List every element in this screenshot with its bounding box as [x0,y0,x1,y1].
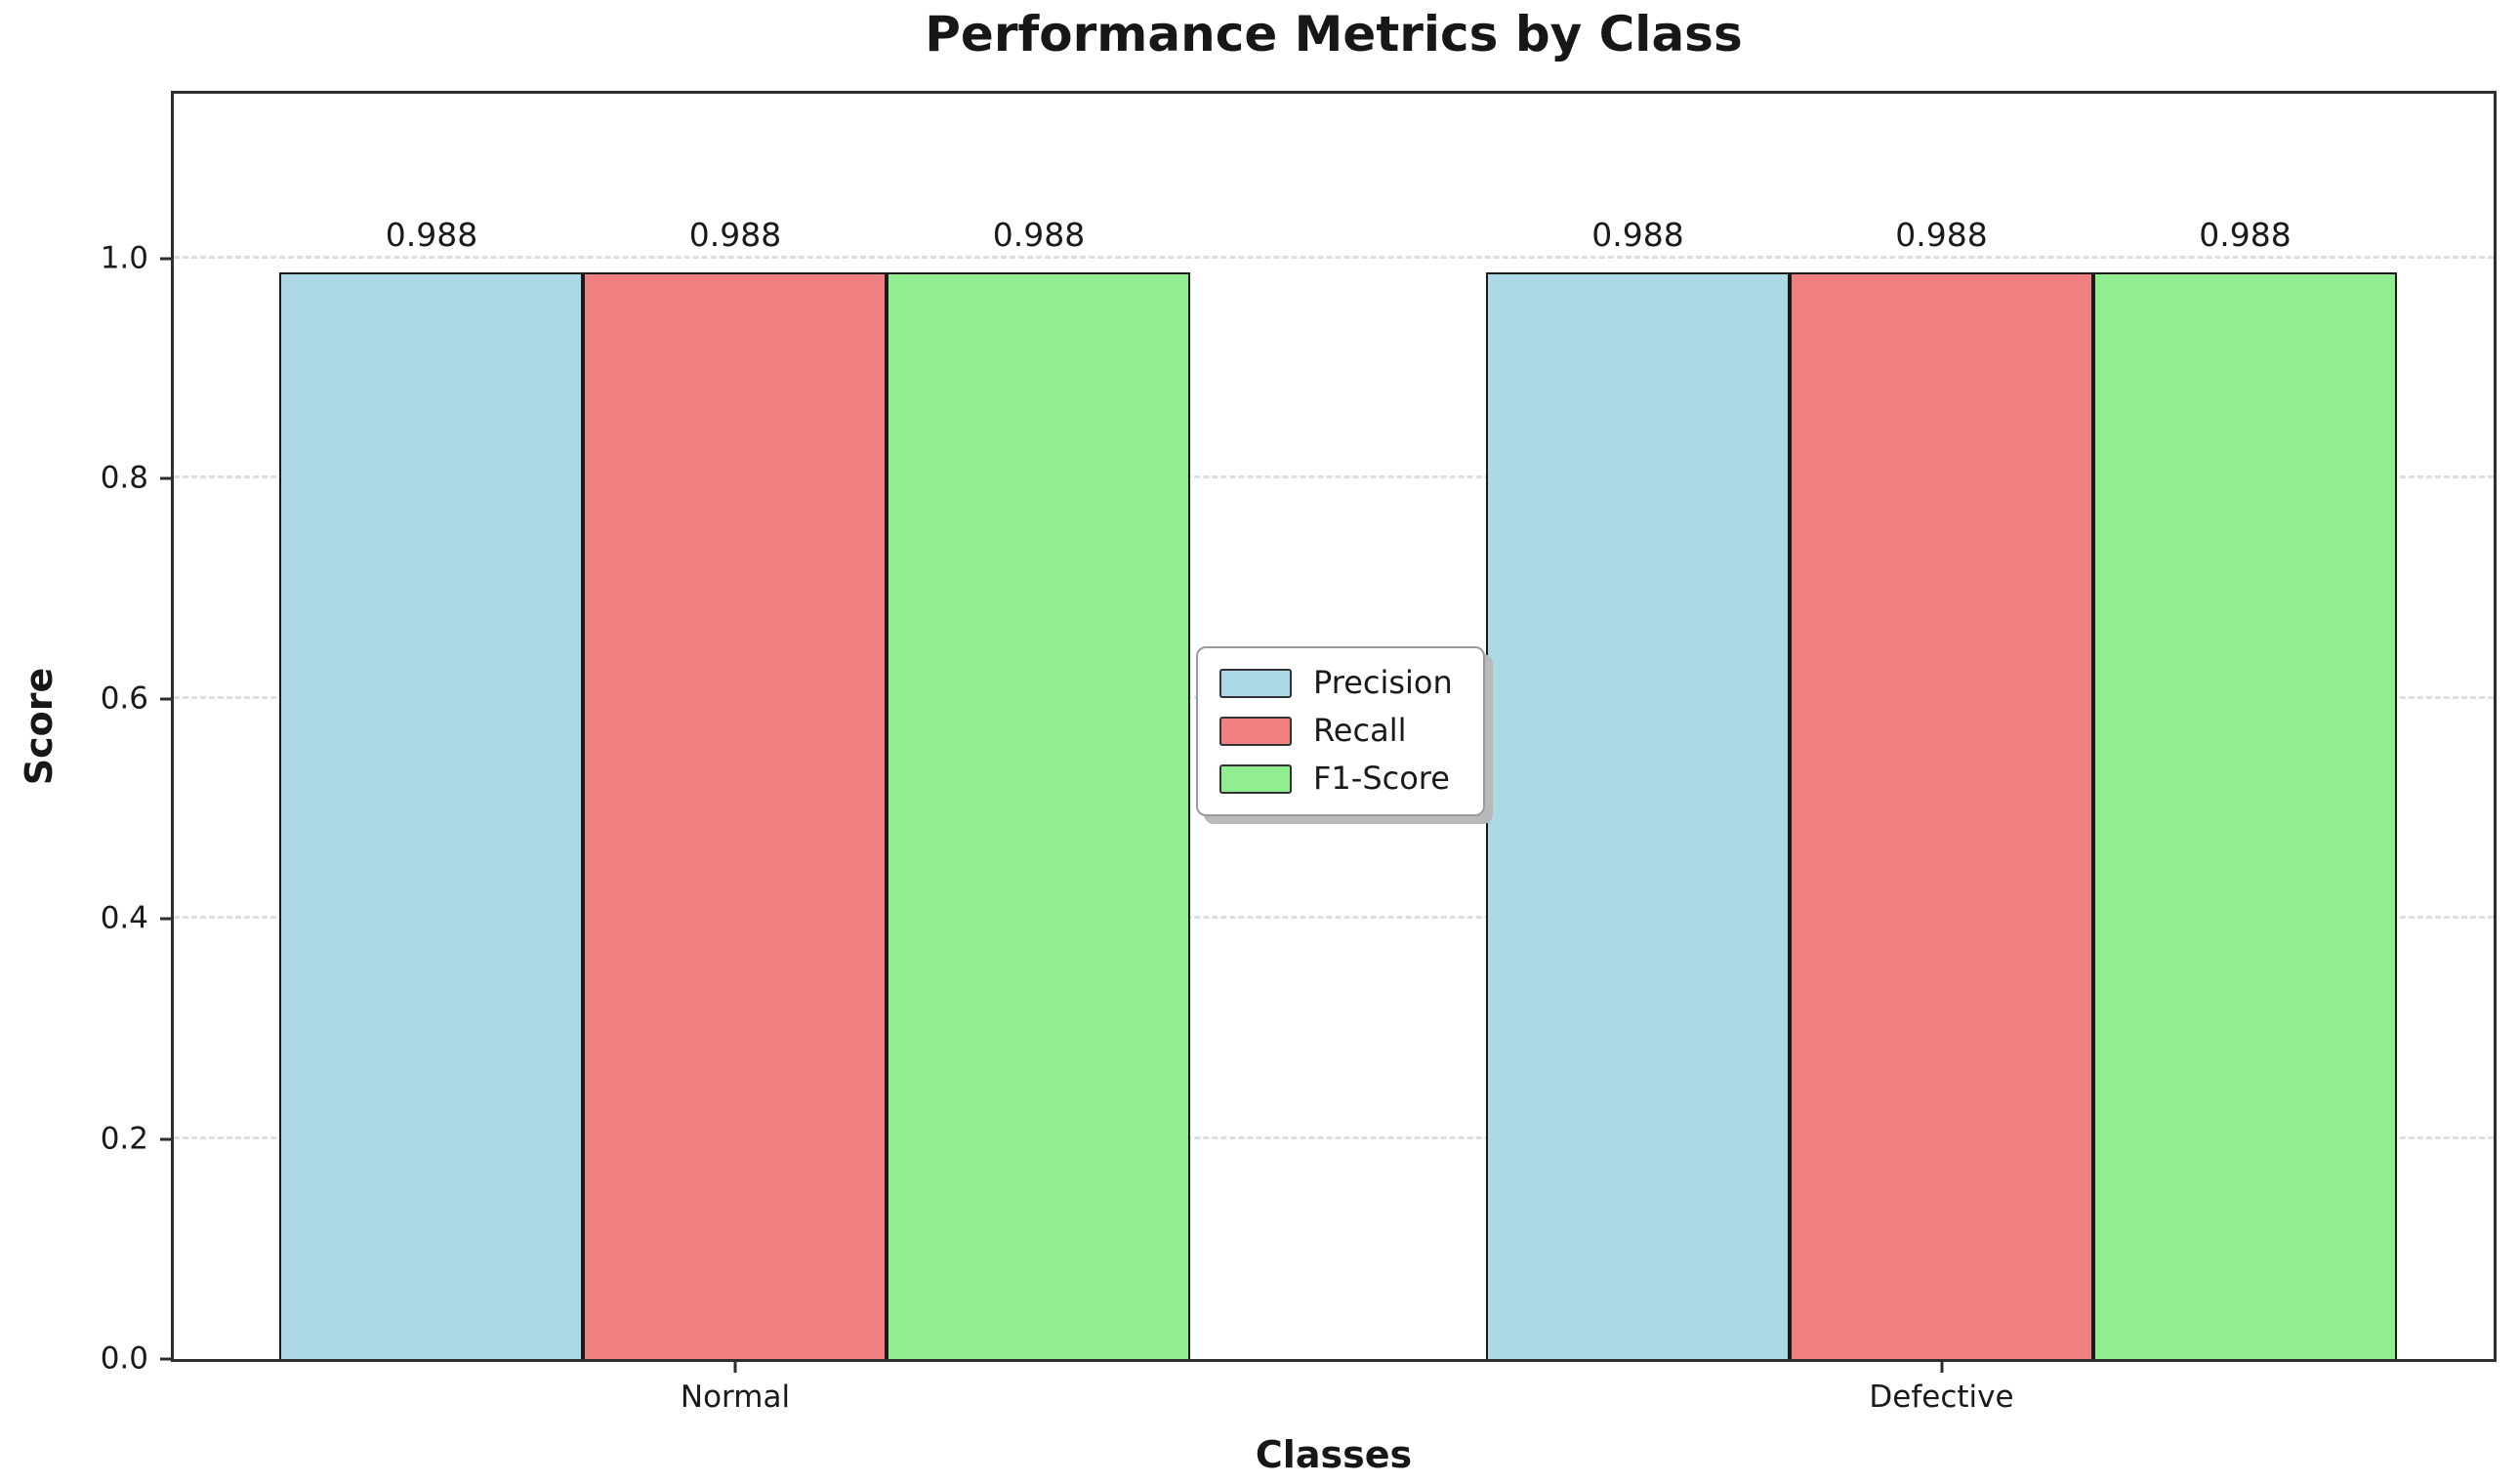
y-axis-label: Score [18,667,61,786]
chart-title: Performance Metrics by Class [925,6,1743,62]
y-tick-mark [160,476,174,480]
y-tick-mark [160,697,174,701]
x-tick-label-defective: Defective [1869,1380,2014,1415]
legend-item-f1-score: F1-Score [1219,762,1462,796]
legend-label: Precision [1313,664,1453,701]
bar-f1-score-defective [2093,271,2397,1359]
legend-swatch-icon [1219,668,1292,698]
bar-value-label: 0.988 [1591,215,1684,254]
bar-f1-score-normal [887,271,1191,1359]
y-tick-label: 0.0 [100,1340,148,1377]
bar-value-label: 0.988 [1895,215,1988,254]
y-tick-mark [160,257,174,261]
gridline-y-0.8 [174,475,2494,479]
legend-label: F1-Score [1313,760,1450,798]
x-tick-label-normal: Normal [680,1380,791,1415]
y-tick-mark [160,1357,174,1361]
x-tick-mark [733,1359,737,1373]
legend-item-precision: Precision [1219,664,1462,701]
bar-value-label: 0.988 [2199,215,2292,254]
y-tick-label: 1.0 [100,240,148,276]
legend-swatch-icon [1219,763,1292,794]
gridline-y-1.0 [174,256,2494,260]
y-tick-label: 0.8 [100,460,148,496]
y-tick-mark [160,1137,174,1141]
y-tick-mark [160,917,174,921]
legend-item-recall: Recall [1219,712,1462,750]
bar-value-label: 0.988 [385,215,478,254]
x-tick-mark [1940,1359,1943,1373]
bar-precision-defective [1486,271,1790,1359]
legend-swatch-icon [1219,716,1292,746]
gridline-y-0.4 [174,916,2494,920]
y-tick-label: 0.4 [100,900,148,936]
bar-precision-normal [279,271,584,1359]
y-tick-label: 0.2 [100,1121,148,1157]
bar-value-label: 0.988 [992,215,1086,254]
plot-area: Precision Recall F1-Score 0.0 0.2 0.4 0.6 0.8 1… [101,91,2497,1413]
legend: Precision Recall F1-Score [1196,646,1485,816]
y-tick-label: 0.6 [100,680,148,717]
bar-value-label: 0.988 [688,215,782,254]
x-axis-label: Classes [1255,1433,1413,1476]
bar-recall-normal [583,271,888,1359]
legend-label: Recall [1313,712,1407,750]
bar-recall-defective [1790,271,2093,1359]
gridline-y-0.2 [174,1135,2494,1139]
